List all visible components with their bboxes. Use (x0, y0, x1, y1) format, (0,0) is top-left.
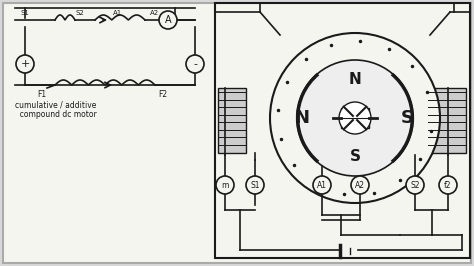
Circle shape (439, 176, 457, 194)
Circle shape (159, 11, 177, 29)
Text: A1: A1 (317, 181, 327, 189)
Circle shape (246, 176, 264, 194)
Text: N: N (295, 109, 310, 127)
Text: -: - (193, 59, 197, 69)
Text: S2: S2 (410, 181, 420, 189)
Text: cumulative / additive: cumulative / additive (15, 100, 96, 109)
Text: A: A (164, 15, 171, 25)
Circle shape (313, 176, 331, 194)
Text: S1: S1 (250, 181, 260, 189)
Text: compound dc motor: compound dc motor (15, 110, 97, 119)
Text: F1: F1 (37, 90, 46, 99)
Text: +: + (20, 59, 30, 69)
Circle shape (339, 102, 371, 134)
Circle shape (297, 60, 413, 176)
Text: S: S (349, 149, 361, 164)
Circle shape (270, 33, 440, 203)
Circle shape (16, 55, 34, 73)
Circle shape (216, 176, 234, 194)
Text: N: N (348, 72, 361, 87)
Circle shape (351, 176, 369, 194)
Text: S1: S1 (20, 10, 29, 16)
Text: A2: A2 (355, 181, 365, 189)
Circle shape (186, 55, 204, 73)
Bar (341, 108, 369, 128)
Text: F2: F2 (158, 90, 167, 99)
Text: A1: A1 (113, 10, 123, 16)
Text: A2: A2 (150, 10, 160, 16)
Text: S2: S2 (76, 10, 84, 16)
Text: S: S (401, 109, 414, 127)
Bar (218, 88, 246, 153)
Text: f2: f2 (444, 181, 452, 189)
Bar (428, 88, 466, 153)
Text: m: m (221, 181, 228, 189)
Bar (215, 3, 470, 258)
Circle shape (406, 176, 424, 194)
